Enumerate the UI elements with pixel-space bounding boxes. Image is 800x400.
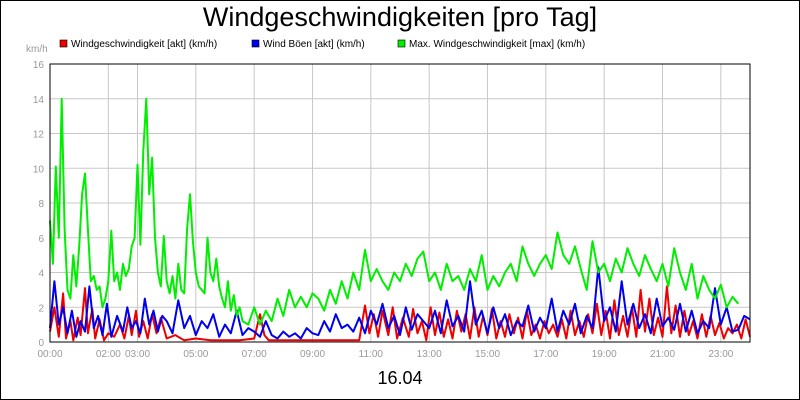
y-tick-label: 8 xyxy=(38,199,44,210)
x-tick-label: 00:00 xyxy=(37,349,62,360)
y-tick-label: 4 xyxy=(38,269,44,280)
x-axis-ticks: 00:00 02:00 03:00 05:00 07:00 09:00 11:00 13:00… xyxy=(37,349,733,360)
y-tick-label: 2 xyxy=(38,303,44,314)
y-tick-label: 16 xyxy=(33,60,45,71)
y-tick-label: 14 xyxy=(33,95,45,106)
x-tick-label: 13:00 xyxy=(417,349,442,360)
x-tick-label: 05:00 xyxy=(183,349,208,360)
legend-label: Wind Böen [akt] (km/h) xyxy=(263,39,365,50)
x-tick-label: 09:00 xyxy=(300,349,325,360)
x-tick-label: 19:00 xyxy=(592,349,617,360)
x-tick-label: 11:00 xyxy=(359,349,384,360)
x-tick-label: 03:00 xyxy=(125,349,150,360)
legend-label: Windgeschwindigkeit [akt] (km/h) xyxy=(71,39,217,50)
grid xyxy=(49,63,750,343)
legend: Windgeschwindigkeit [akt] (km/h) Wind Böe… xyxy=(59,39,585,50)
y-tick-label: 12 xyxy=(33,130,45,141)
series-layer xyxy=(49,97,751,342)
legend-swatch xyxy=(59,39,68,48)
legend-swatch xyxy=(251,39,260,48)
plot-area xyxy=(49,63,751,343)
y-tick-label: 6 xyxy=(38,234,44,245)
series-line-3 xyxy=(49,97,740,326)
series-line-2 xyxy=(49,266,751,340)
legend-label: Max. Windgeschwindigkeit [max] (km/h) xyxy=(409,39,585,50)
y-axis-ticks: 0 2 4 6 8 10 12 14 16 xyxy=(33,60,45,349)
x-tick-label: 17:00 xyxy=(533,349,558,360)
y-tick-label: 10 xyxy=(33,164,45,175)
y-axis-unit: km/h xyxy=(26,44,48,55)
date-label: 16.04 xyxy=(377,368,423,388)
x-tick-label: 02:00 xyxy=(96,349,121,360)
x-tick-label: 07:00 xyxy=(242,349,267,360)
chart-title: Windgeschwindigkeiten [pro Tag] xyxy=(202,2,598,32)
x-tick-label: 23:00 xyxy=(708,349,733,360)
y-tick-label: 0 xyxy=(38,338,44,349)
x-tick-label: 21:00 xyxy=(650,349,675,360)
x-tick-label: 15:00 xyxy=(475,349,500,360)
legend-swatch xyxy=(397,39,406,48)
